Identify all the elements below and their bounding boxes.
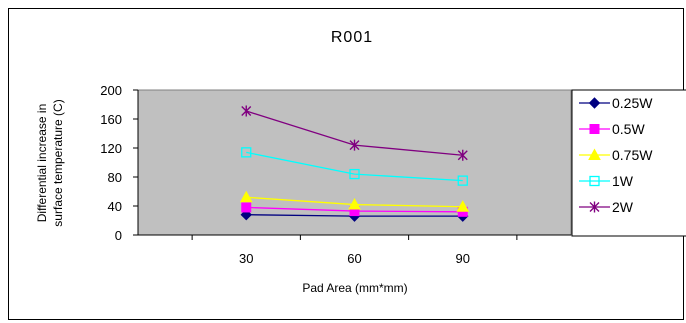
y-tick-label: 80 <box>108 170 122 185</box>
x-tick-label: 30 <box>239 251 253 266</box>
legend-marker <box>588 148 601 160</box>
chart-title: R001 <box>331 29 373 46</box>
y-axis-label-line2: surface temperature (C) <box>51 99 65 226</box>
legend-label: 0.25W <box>612 95 653 111</box>
legend <box>571 89 686 237</box>
data-point <box>349 139 360 151</box>
legend-marker <box>589 201 600 213</box>
data-point <box>239 190 253 203</box>
legend-item: 0.5W <box>579 121 645 137</box>
legend-item: 1W <box>579 173 634 189</box>
y-axis-label-line1: Differential increase in <box>35 104 49 223</box>
legend-marker <box>589 175 600 187</box>
series-layer <box>239 105 470 222</box>
data-point <box>457 149 468 161</box>
data-point <box>457 175 468 186</box>
series-0.75W <box>239 190 470 212</box>
y-axis: 0 40 80 120 160 200 <box>100 83 139 243</box>
legend-item: 0.75W <box>579 147 653 163</box>
y-tick-label: 160 <box>100 112 122 127</box>
data-point <box>456 200 470 212</box>
series-1W <box>241 147 468 186</box>
x-axis-label: Pad Area (mm*mm) <box>302 281 407 295</box>
legend-items: 0.25W 0.5W 0.75W 1W 2W <box>579 95 653 215</box>
legend-label: 1W <box>612 173 634 189</box>
legend-label: 0.5W <box>612 121 645 137</box>
y-tick-label: 40 <box>108 199 122 214</box>
x-tick-label: 90 <box>456 251 470 266</box>
x-tick-label: 60 <box>347 251 361 266</box>
data-point <box>241 147 252 158</box>
legend-item: 2W <box>579 199 634 215</box>
y-tick-label: 0 <box>115 228 122 243</box>
data-point <box>349 168 360 180</box>
y-tick-label: 120 <box>100 141 122 156</box>
y-tick-label: 200 <box>100 83 122 98</box>
x-axis: 30 60 90 <box>138 234 571 266</box>
data-point <box>348 198 361 210</box>
legend-label: 0.75W <box>612 147 653 163</box>
legend-label: 2W <box>612 199 634 215</box>
data-point <box>241 105 252 117</box>
series-line <box>246 151 463 182</box>
legend-marker <box>589 124 600 134</box>
data-point <box>241 202 252 213</box>
legend-item: 0.25W <box>579 95 653 111</box>
series-2W <box>241 105 468 161</box>
legend-marker <box>588 97 601 109</box>
